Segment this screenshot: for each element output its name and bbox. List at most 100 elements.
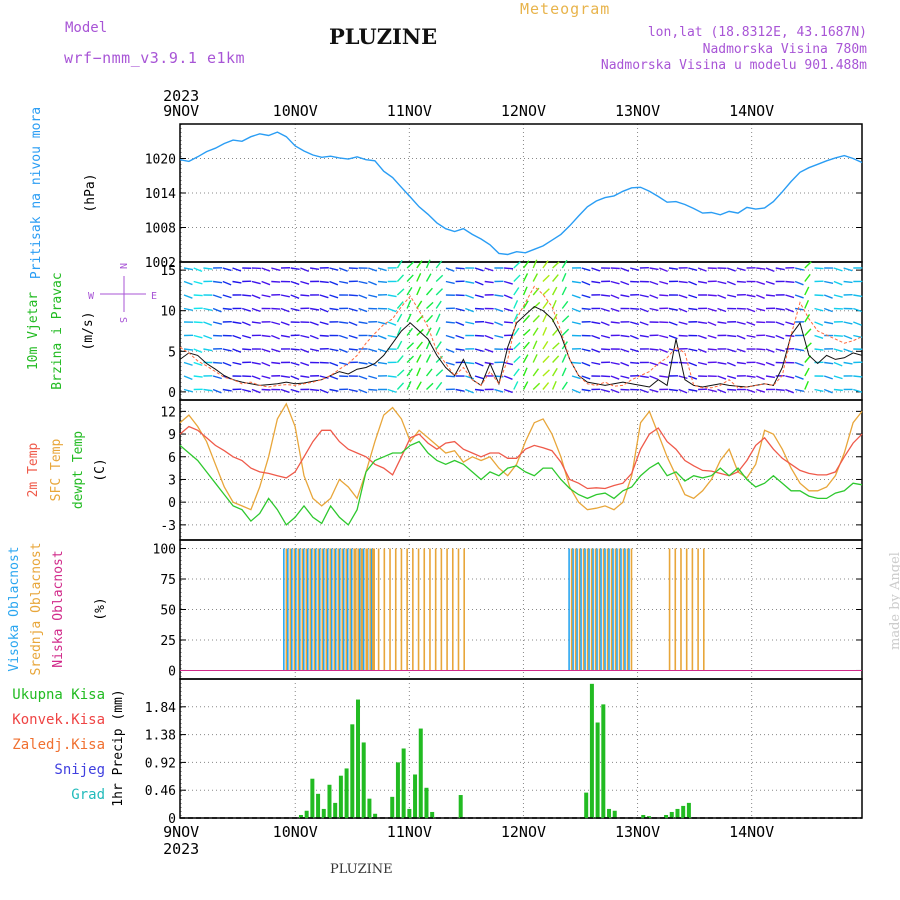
wind-arrow: [212, 375, 222, 380]
wind-arrow: [756, 348, 766, 351]
wind-arrow: [688, 294, 698, 299]
wind-arrow: [591, 280, 601, 284]
wind-arrow: [474, 334, 485, 337]
wind-arrow: [416, 341, 423, 350]
wind-arrow: [659, 280, 669, 285]
wind-arrow: [717, 280, 727, 285]
y-tick-label: 25: [160, 634, 176, 649]
wind-arrow: [445, 334, 455, 339]
wind-arrow: [824, 280, 834, 284]
wind-arrow: [280, 375, 291, 379]
precip-bar: [338, 775, 343, 818]
precip-bar: [310, 778, 315, 818]
precip-bar: [595, 722, 600, 818]
wind-arrow: [610, 375, 620, 380]
wind-arrow: [668, 267, 679, 270]
wind-arrow: [814, 267, 824, 270]
wind-arrow: [697, 361, 708, 366]
wind-arrow: [203, 267, 213, 270]
wind-arrow: [300, 348, 310, 353]
wind-arrow: [522, 314, 531, 323]
wind-arrow: [183, 375, 193, 381]
wind-arrow: [494, 388, 504, 393]
wind-arrow: [814, 334, 824, 339]
wind-arrow: [338, 348, 348, 353]
wind-arrow: [775, 267, 785, 271]
wind-arrow: [396, 340, 403, 350]
wind-arrow: [794, 388, 805, 393]
wind-arrow: [425, 354, 432, 363]
wind-arrow: [833, 280, 843, 286]
panel-frame: [179, 678, 863, 819]
wind-arrow: [600, 307, 610, 312]
wind-arrow: [794, 294, 804, 299]
wind-arrow: [232, 348, 242, 353]
wind-arrow: [251, 361, 261, 365]
precip-bar: [681, 805, 686, 818]
wind-arrow: [465, 361, 475, 365]
wind-arrow: [561, 315, 570, 323]
wind-arrow: [222, 267, 232, 272]
x-tick-label-top: 14NOV: [729, 102, 774, 120]
precip-bar: [418, 728, 423, 818]
wind-arrow: [503, 307, 513, 312]
compass-w-label: W: [88, 291, 95, 302]
precip-bar: [321, 808, 326, 818]
wind-arrow: [600, 334, 610, 339]
wind-arrow: [513, 287, 520, 296]
wind-arrow: [639, 334, 649, 338]
wind-arrow: [804, 299, 810, 309]
wind-arrow: [377, 321, 387, 325]
wind-arrow: [396, 301, 404, 309]
precip-legend-item: Grad: [71, 787, 105, 803]
wind-arrow: [571, 375, 581, 380]
wind-arrow: [232, 334, 242, 340]
wind-arrow: [193, 348, 203, 354]
wind-arrow: [425, 368, 433, 377]
year-label-bottom: 2023: [163, 840, 199, 858]
wind-arrow: [445, 375, 455, 378]
wind-arrow: [542, 300, 549, 309]
wind-arrow: [824, 361, 834, 365]
wind-arrow: [338, 267, 348, 272]
precip-legend-item: Ukupna Kisa: [12, 687, 105, 703]
wind-arrow: [183, 307, 193, 312]
wind-arrow: [581, 280, 591, 286]
wind-arrow: [455, 321, 465, 326]
wind-arrow: [717, 375, 727, 380]
wind-arrow: [601, 294, 611, 297]
compass-s-label: S: [117, 317, 128, 323]
wind-arrow: [445, 280, 455, 285]
wind-arrow: [416, 286, 422, 296]
precip-bar: [344, 768, 349, 818]
wind-arrow: [396, 259, 403, 269]
wind-arrow: [765, 267, 775, 273]
wind-arrow: [610, 361, 620, 365]
wind-arrow: [290, 294, 300, 299]
wind-arrow: [290, 267, 300, 270]
wind-arrow: [581, 361, 591, 367]
wind-arrow: [532, 301, 541, 310]
wind-arrow: [804, 273, 811, 282]
wind-arrow: [639, 294, 649, 298]
wind-arrow: [668, 321, 678, 326]
wind-arrow: [659, 267, 668, 273]
wind-arrow: [843, 280, 853, 284]
wind-arrow: [659, 334, 669, 339]
wind-arrow: [649, 294, 659, 299]
wind-arrow: [348, 307, 358, 312]
wind-arrow: [717, 361, 727, 365]
y-tick-label: 3: [168, 473, 176, 488]
wind-arrow: [639, 375, 649, 379]
wind-arrow: [620, 267, 630, 272]
wind-arrow: [823, 307, 833, 313]
wind-arrow: [261, 375, 271, 379]
wind-arrow: [804, 328, 812, 336]
wind-arrow: [309, 321, 319, 326]
station-elevation: Nadmorska Visina 780m: [702, 42, 867, 57]
precip-bar: [304, 810, 309, 818]
wind-arrow: [348, 334, 358, 339]
wind-arrow: [649, 388, 659, 393]
wind-arrow: [319, 321, 329, 326]
wind-arrow: [290, 280, 300, 286]
